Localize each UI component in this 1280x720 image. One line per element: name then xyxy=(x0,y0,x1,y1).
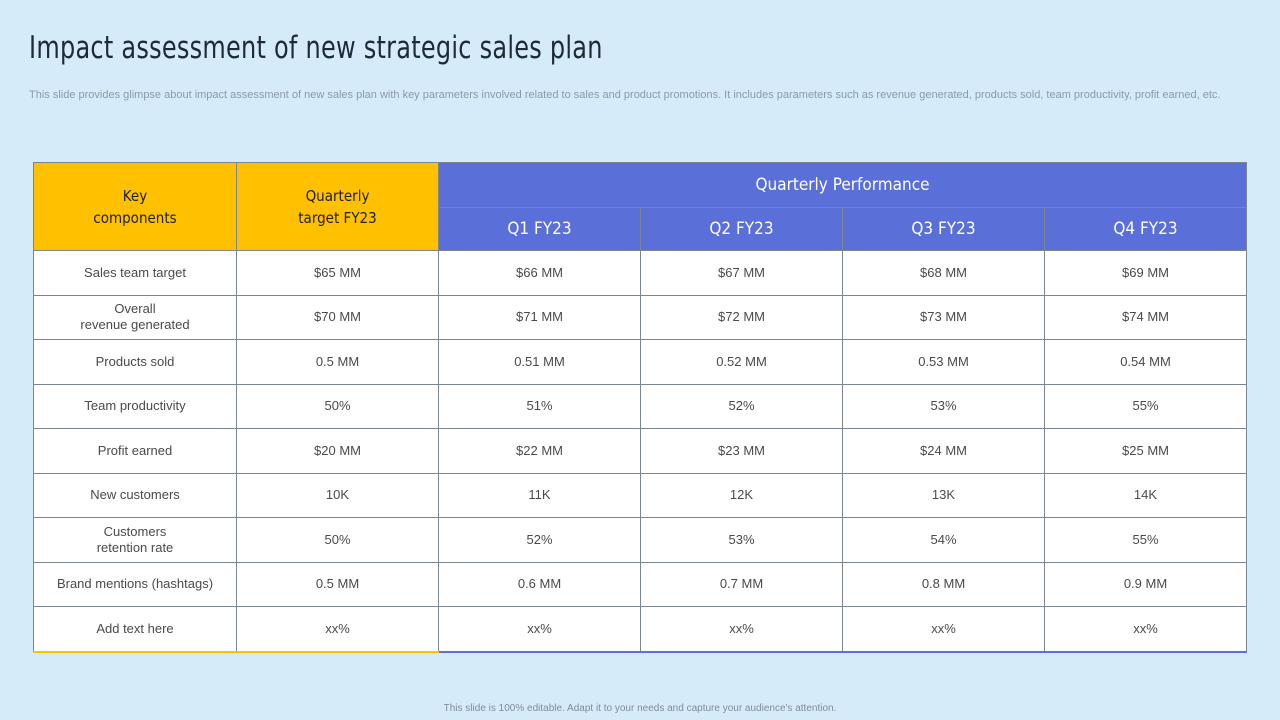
row-q2-value: 0.7 MM xyxy=(640,561,843,607)
row-label: Overall revenue generated xyxy=(33,294,237,340)
row-q2-value: 12K xyxy=(640,472,843,518)
header-key-components-line-2: components xyxy=(93,208,177,227)
row-q2-value: xx% xyxy=(640,606,843,653)
header-key-components-line-1: Key xyxy=(122,186,148,205)
row-q4-value: 0.9 MM xyxy=(1044,561,1247,607)
row-quarterly-target: 0.5 MM xyxy=(236,561,439,607)
row-quarterly-target: $65 MM xyxy=(236,250,439,296)
row-quarterly-target: $20 MM xyxy=(236,428,439,474)
row-label-line: Add text here xyxy=(96,620,174,636)
slide-title: Impact assessment of new strategic sales… xyxy=(29,30,603,66)
table-row: Profit earned $20 MM $22 MM $23 MM $24 MM $25… xyxy=(33,428,1247,474)
table-row: Products sold 0.5 MM 0.51 MM 0.52 MM 0.53 MM… xyxy=(33,339,1247,385)
row-q3-value: xx% xyxy=(842,606,1045,653)
row-label-line: New customers xyxy=(90,487,180,503)
table-row: Add text here xx% xx% xx% xx% xx% xyxy=(33,606,1247,653)
header-q2: Q2 FY23 xyxy=(640,207,843,251)
table-row: Sales team target $65 MM $66 MM $67 MM $68 M… xyxy=(33,250,1247,296)
row-q1-value: $66 MM xyxy=(438,250,641,296)
row-q3-value: $24 MM xyxy=(842,428,1045,474)
row-q1-value: 0.51 MM xyxy=(438,339,641,385)
row-q4-value: $69 MM xyxy=(1044,250,1247,296)
table-row: Brand mentions (hashtags) 0.5 MM 0.6 MM 0.7… xyxy=(33,561,1247,607)
row-q2-value: 52% xyxy=(640,383,843,429)
row-label-line: retention rate xyxy=(96,539,174,555)
row-quarterly-target: xx% xyxy=(236,606,439,653)
row-q3-value: $68 MM xyxy=(842,250,1045,296)
header-quarterly-target-line-2: target FY23 xyxy=(298,208,377,227)
row-label-line: Brand mentions (hashtags) xyxy=(56,576,214,592)
row-q1-value: $22 MM xyxy=(438,428,641,474)
row-q2-value: $23 MM xyxy=(640,428,843,474)
row-quarterly-target: 50% xyxy=(236,383,439,429)
row-q2-value: $67 MM xyxy=(640,250,843,296)
row-q4-value: 55% xyxy=(1044,383,1247,429)
row-label: Team productivity xyxy=(33,383,237,429)
impact-assessment-table: Key components Quarterly target FY23 Qua… xyxy=(33,162,1247,653)
row-q1-value: 0.6 MM xyxy=(438,561,641,607)
row-q3-value: 0.53 MM xyxy=(842,339,1045,385)
row-label: Sales team target xyxy=(33,250,237,296)
row-label: Add text here xyxy=(33,606,237,653)
row-quarterly-target: 0.5 MM xyxy=(236,339,439,385)
row-q1-value: 51% xyxy=(438,383,641,429)
row-label-line: Sales team target xyxy=(84,264,186,280)
row-label-line: Profit earned xyxy=(97,442,173,458)
row-q1-value: $71 MM xyxy=(438,294,641,340)
row-label: New customers xyxy=(33,472,237,518)
row-quarterly-target: 10K xyxy=(236,472,439,518)
row-q1-value: xx% xyxy=(438,606,641,653)
header-q3: Q3 FY23 xyxy=(842,207,1045,251)
row-label: Brand mentions (hashtags) xyxy=(33,561,237,607)
row-quarterly-target: 50% xyxy=(236,517,439,563)
table-row: Customers retention rate 50% 52% 53% 54% 55% xyxy=(33,517,1247,563)
row-label-line: Customers xyxy=(103,523,167,539)
row-q2-value: 0.52 MM xyxy=(640,339,843,385)
row-q4-value: xx% xyxy=(1044,606,1247,653)
header-quarterly-target: Quarterly target FY23 xyxy=(236,162,439,251)
row-label-line: revenue generated xyxy=(80,317,190,333)
header-key-components: Key components xyxy=(33,162,237,251)
row-q3-value: 54% xyxy=(842,517,1045,563)
row-q3-value: $73 MM xyxy=(842,294,1045,340)
row-q4-value: $74 MM xyxy=(1044,294,1247,340)
header-quarterly-target-line-1: Quarterly xyxy=(305,186,370,205)
row-label: Profit earned xyxy=(33,428,237,474)
row-q4-value: 55% xyxy=(1044,517,1247,563)
table-row: Overall revenue generated $70 MM $71 MM $72 … xyxy=(33,294,1247,340)
table-body: Sales team target $65 MM $66 MM $67 MM $68 M… xyxy=(33,250,1247,653)
header-q1: Q1 FY23 xyxy=(438,207,641,251)
row-quarterly-target: $70 MM xyxy=(236,294,439,340)
row-q3-value: 13K xyxy=(842,472,1045,518)
row-label: Customers retention rate xyxy=(33,517,237,563)
row-label-line: Products sold xyxy=(95,353,175,369)
table-row: Team productivity 50% 51% 52% 53% 55% xyxy=(33,383,1247,429)
header-quarterly-performance: Quarterly Performance xyxy=(438,162,1247,208)
row-q4-value: 14K xyxy=(1044,472,1247,518)
row-label-line: Overall xyxy=(114,301,156,317)
row-q4-value: $25 MM xyxy=(1044,428,1247,474)
row-label-line: Team productivity xyxy=(84,398,186,414)
row-q1-value: 11K xyxy=(438,472,641,518)
row-label: Products sold xyxy=(33,339,237,385)
slide-footer-note: This slide is 100% editable. Adapt it to… xyxy=(443,703,837,714)
row-q3-value: 0.8 MM xyxy=(842,561,1045,607)
row-q3-value: 53% xyxy=(842,383,1045,429)
row-q2-value: 53% xyxy=(640,517,843,563)
header-q4: Q4 FY23 xyxy=(1044,207,1247,251)
table-row: New customers 10K 11K 12K 13K 14K xyxy=(33,472,1247,518)
row-q4-value: 0.54 MM xyxy=(1044,339,1247,385)
row-q2-value: $72 MM xyxy=(640,294,843,340)
row-q1-value: 52% xyxy=(438,517,641,563)
slide-description: This slide provides glimpse about impact… xyxy=(29,89,1221,101)
